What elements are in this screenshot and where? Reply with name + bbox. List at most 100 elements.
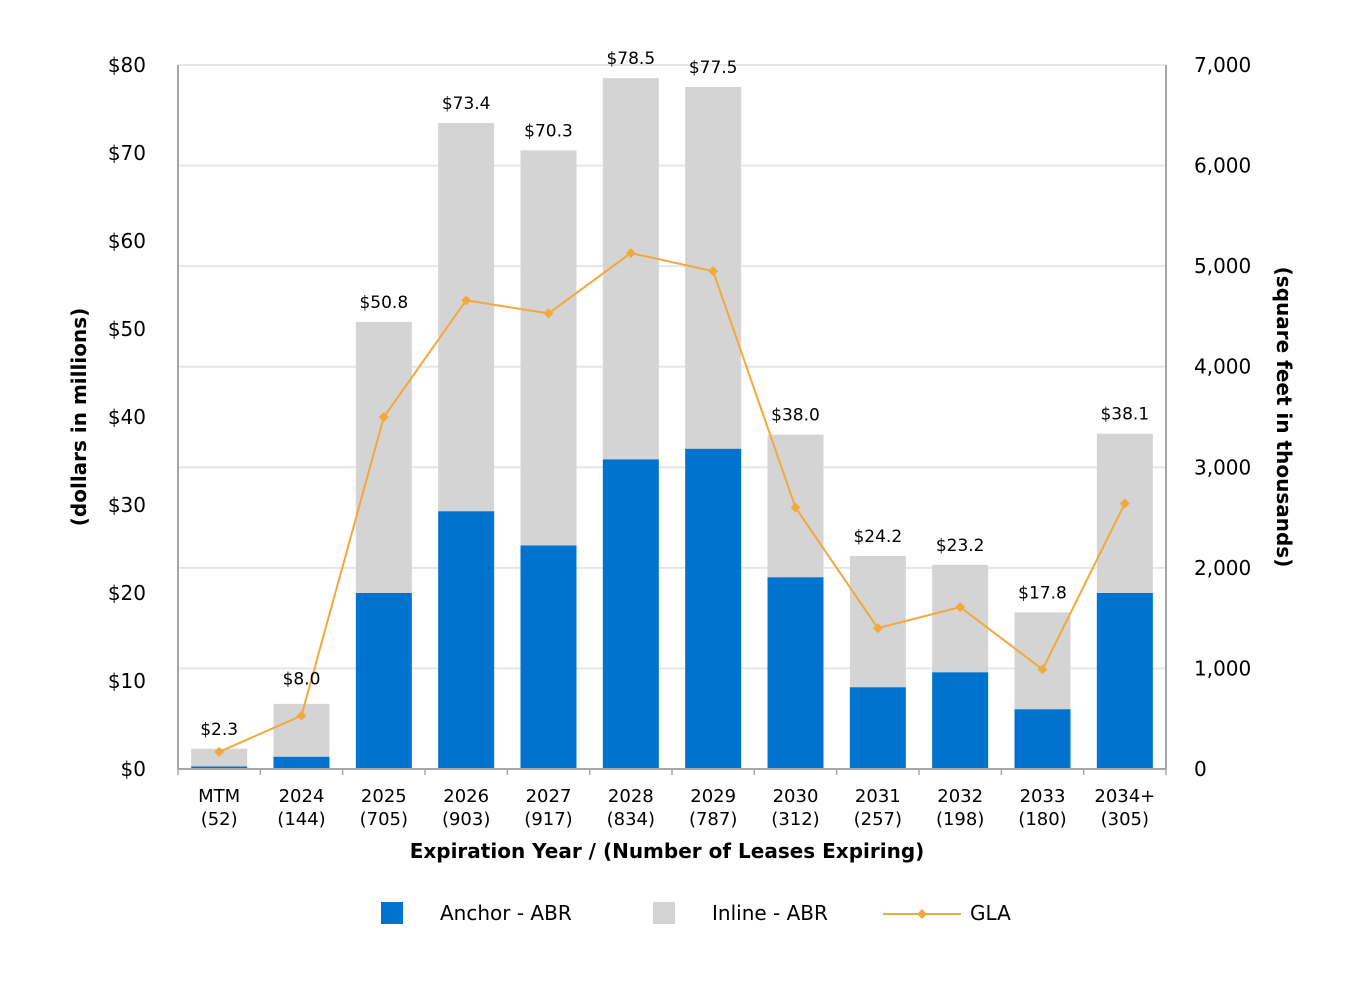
gla-point-marker [543, 308, 554, 319]
y-right-tick-label: 5,000 [1194, 254, 1251, 278]
x-category-label: 2028 [608, 786, 654, 807]
anchor-abr-bar [273, 756, 330, 769]
y-left-tick-label: $60 [108, 229, 146, 253]
y-left-axis-title: (dollars in millions) [67, 308, 91, 526]
bars [191, 78, 1153, 769]
y-right-tick-label: 4,000 [1194, 355, 1251, 379]
y-left-tick-label: $0 [121, 757, 146, 781]
gla-point-marker [955, 602, 966, 613]
inline-abr-bar [191, 748, 248, 767]
bar-total-label: $8.0 [283, 670, 321, 690]
gla-line-layer [214, 248, 1130, 757]
y-right-tick-label: 3,000 [1194, 455, 1251, 479]
x-category-count-label: (144) [277, 809, 325, 830]
inline-abr-bar [849, 556, 906, 688]
x-category-count-label: (312) [771, 809, 819, 830]
anchor-abr-bar [1014, 709, 1071, 769]
gla-point-marker [214, 746, 225, 757]
x-category-label: 2031 [855, 786, 901, 807]
legend-gla-marker [917, 909, 927, 919]
x-category-label: 2033 [1020, 786, 1066, 807]
gla-point-marker [625, 248, 636, 259]
legend-anchor-label: Anchor - ABR [440, 901, 572, 925]
x-category-count-label: (917) [524, 809, 572, 830]
anchor-abr-bar [438, 511, 495, 769]
gla-point-marker [1119, 498, 1130, 509]
labels: $2.3 $8.0 $50.8 $73.4 $70.3 $78.5 $77.5 $38.0 $2… [67, 49, 1296, 863]
legend-gla-label: GLA [970, 901, 1011, 925]
x-category-label: 2024 [279, 786, 325, 807]
bar-total-label: $77.5 [689, 58, 738, 78]
x-category-count-label: (787) [689, 809, 737, 830]
anchor-abr-bar [355, 593, 412, 769]
inline-abr-bar [1096, 433, 1153, 593]
x-category-label: 2025 [361, 786, 407, 807]
anchor-abr-bar [1096, 593, 1153, 769]
x-category-label: 2034+ [1094, 786, 1155, 807]
inline-abr-bar [355, 321, 412, 593]
y-left-tick-label: $70 [108, 141, 146, 165]
gla-line [218, 251, 1126, 753]
bar-total-label: $73.4 [442, 94, 491, 114]
y-left-tick-label: $40 [108, 405, 146, 429]
x-category-label: 2027 [526, 786, 572, 807]
grid-lines [178, 64, 1166, 670]
legend-inline-label: Inline - ABR [712, 901, 828, 925]
inline-abr-bar [1014, 612, 1071, 710]
x-category-count-label: (834) [607, 809, 655, 830]
x-category-label: 2032 [937, 786, 983, 807]
inline-abr-bar [602, 78, 659, 460]
y-left-tick-label: $50 [108, 317, 146, 341]
anchor-abr-bar [520, 545, 577, 769]
y-left-tick-label: $30 [108, 493, 146, 517]
inline-abr-bar [520, 150, 577, 546]
y-right-tick-label: 7,000 [1194, 53, 1251, 77]
x-category-count-label: (257) [854, 809, 902, 830]
x-category-label: 2026 [443, 786, 489, 807]
bar-total-label: $17.8 [1018, 583, 1067, 603]
inline-abr-bar [438, 123, 495, 512]
x-category-count-label: (52) [201, 809, 238, 830]
anchor-abr-bar [602, 459, 659, 769]
gla-point-marker [461, 295, 472, 306]
y-right-tick-label: 6,000 [1194, 154, 1251, 178]
bar-total-label: $24.2 [853, 527, 902, 547]
legend-anchor-swatch [381, 902, 403, 924]
x-axis-title: Expiration Year / (Number of Leases Expi… [410, 839, 925, 863]
x-category-count-label: (705) [360, 809, 408, 830]
y-right-tick-label: 0 [1194, 757, 1207, 781]
bar-total-label: $70.3 [524, 121, 573, 141]
anchor-abr-bar [685, 448, 742, 769]
legend-inline-swatch [653, 902, 675, 924]
anchor-abr-bar [191, 766, 248, 769]
anchor-abr-bar [932, 672, 989, 769]
anchor-abr-bar [767, 577, 824, 769]
y-left-tick-label: $80 [108, 53, 146, 77]
gla-point-marker [708, 266, 719, 277]
x-category-label: 2030 [773, 786, 819, 807]
axes: $0 $10 $20 $30 $40 $50 $60 $70 $80 0 1,000 2,000 3,0… [108, 53, 1251, 830]
bar-total-label: $50.8 [359, 293, 408, 313]
bar-total-label: $38.0 [771, 406, 820, 426]
legend: Anchor - ABR Inline - ABR GLA [381, 901, 1011, 925]
anchor-abr-bar [849, 687, 906, 769]
y-right-axis-title: (square feet in thousands) [1272, 267, 1296, 568]
bar-total-label: $23.2 [936, 536, 985, 556]
inline-abr-bar [932, 564, 989, 673]
bar-total-label: $38.1 [1100, 405, 1149, 425]
x-category-count-label: (198) [936, 809, 984, 830]
x-category-label: MTM [198, 786, 240, 807]
y-left-tick-label: $10 [108, 669, 146, 693]
gla-point-marker [1037, 664, 1048, 675]
gla-point-marker [790, 502, 801, 513]
y-left-tick-label: $20 [108, 581, 146, 605]
gla-point-marker [296, 710, 307, 721]
y-right-tick-label: 1,000 [1194, 656, 1251, 680]
bar-total-label: $78.5 [606, 49, 655, 69]
bar-total-label: $2.3 [200, 720, 238, 740]
x-category-label: 2029 [690, 786, 736, 807]
x-category-count-label: (903) [442, 809, 490, 830]
x-category-count-label: (180) [1018, 809, 1066, 830]
